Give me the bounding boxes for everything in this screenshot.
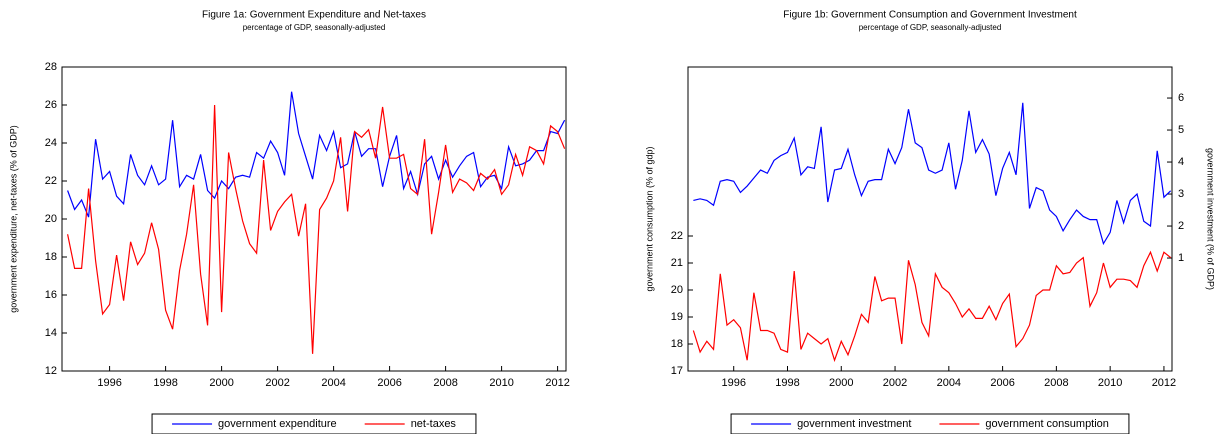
x-tick-label: 2004	[937, 377, 961, 389]
series-line	[692, 250, 1172, 363]
y-tick-label: 16	[45, 289, 57, 301]
y2-tick-label: 3	[1178, 188, 1184, 200]
y-tick-label: 20	[45, 213, 57, 225]
series-line	[693, 102, 1172, 246]
y-tick-label: 22	[45, 175, 57, 187]
chart-title: Figure 1b: Government Consumption and Go…	[783, 10, 1077, 21]
x-tick-label: 2000	[209, 377, 233, 389]
legend-box	[730, 413, 1130, 434]
y-axis-label: government consumption (% of gdp)	[644, 146, 654, 291]
x-tick-label: 2010	[489, 377, 513, 389]
legend: government expenditure net-taxes	[151, 413, 477, 434]
x-tick-label: 2002	[265, 377, 289, 389]
y-tick-label: 22	[671, 230, 683, 242]
y-tick-label: 18	[45, 251, 57, 263]
x-tick-label: 1996	[97, 377, 121, 389]
chart-subtitle: percentage of GDP, seasonally-adjusted	[859, 23, 1002, 32]
x-tick-label: 2006	[990, 377, 1014, 389]
x-tick-label: 2010	[1098, 377, 1122, 389]
y-tick-label: 21	[671, 257, 683, 269]
x-tick-label: 2008	[433, 377, 457, 389]
legend-label: government consumption	[985, 418, 1109, 430]
y2-tick-label: 1	[1178, 252, 1184, 264]
y-tick-label: 20	[671, 284, 683, 296]
series-line	[67, 91, 566, 218]
y-tick-label: 28	[45, 61, 57, 73]
y2-tick-label: 4	[1178, 156, 1184, 168]
x-tick-label: 2012	[545, 377, 569, 389]
y-axis-label: government expenditure, net-taxes (% of …	[8, 125, 18, 313]
chart-subtitle: percentage of GDP, seasonally-adjusted	[243, 23, 386, 32]
chart: Figure 1a: Government Expenditure and Ne…	[8, 10, 570, 434]
legend-label: government investment	[797, 418, 911, 430]
y-tick-label: 26	[45, 99, 57, 111]
y-tick-label: 12	[45, 365, 57, 377]
legend-label: net-taxes	[411, 418, 457, 430]
y2-tick-label: 5	[1178, 124, 1184, 136]
y-tick-label: 18	[671, 338, 683, 350]
y-tick-label: 24	[45, 137, 57, 149]
legend-label: government expenditure	[218, 418, 337, 430]
chart: Figure 1b: Government Consumption and Go…	[644, 10, 1216, 434]
x-tick-label: 2004	[321, 377, 345, 389]
series-line	[67, 104, 566, 354]
x-tick-label: 2000	[829, 377, 853, 389]
y2-tick-label: 6	[1178, 92, 1184, 104]
y-tick-label: 19	[671, 311, 683, 323]
y2-axis-label: government investment (% of GDP)	[1206, 148, 1216, 290]
x-tick-label: 1996	[721, 377, 745, 389]
legend: government investment government consumpt…	[730, 413, 1130, 434]
y-tick-label: 14	[45, 327, 57, 339]
x-tick-label: 2012	[1152, 377, 1176, 389]
x-tick-label: 2006	[377, 377, 401, 389]
x-tick-label: 2002	[883, 377, 907, 389]
x-tick-label: 2008	[1044, 377, 1068, 389]
x-tick-label: 1998	[153, 377, 177, 389]
y2-tick-label: 2	[1178, 220, 1184, 232]
x-tick-label: 1998	[775, 377, 799, 389]
chart-title: Figure 1a: Government Expenditure and Ne…	[202, 10, 426, 21]
plot-frame	[687, 66, 1173, 372]
legend-box	[151, 413, 477, 434]
y-tick-label: 17	[671, 365, 683, 377]
